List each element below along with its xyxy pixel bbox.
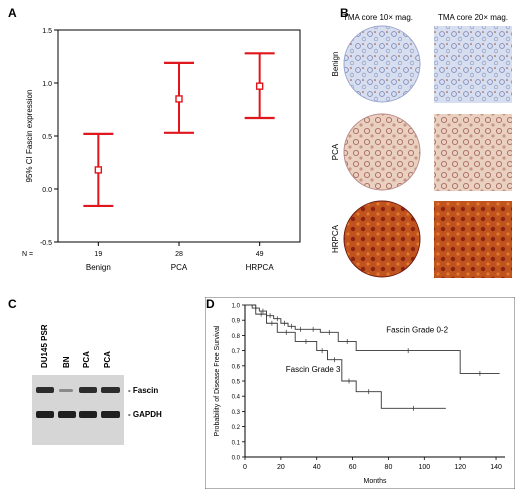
x-tick-label: 0	[243, 464, 247, 471]
panel-d-border	[205, 297, 515, 489]
lane-label-bn: BN	[62, 356, 71, 368]
y-tick-label: 0.2	[232, 425, 241, 431]
micrograph-pca-10x	[343, 113, 421, 191]
series-label-grade-0-2: Fascin Grade 0-2	[386, 325, 448, 334]
micrograph-hrpca-10x	[343, 200, 421, 278]
micrograph-benign-20x	[434, 26, 512, 103]
mean-marker-hrpca	[255, 82, 264, 90]
panel-d-letter: D	[206, 297, 215, 311]
n-value-pca: 28	[175, 251, 183, 258]
fascin-band-bn	[59, 389, 73, 392]
x-tick-label: 100	[418, 464, 430, 471]
panel-b-micrographs: TMA core 10× mag. TMA core 20× mag. Beni…	[331, 13, 512, 278]
col-header-20x: TMA core 20× mag.	[438, 13, 508, 22]
y-axis-label: Probability of Disease Free Survival	[214, 325, 221, 436]
mean-marker-benign	[94, 166, 103, 174]
x-tick-label: 20	[277, 464, 285, 471]
lane-label-pca-1: PCA	[82, 351, 91, 368]
category-label-pca: PCA	[171, 263, 188, 272]
panel-d-survival-chart: 0.0 0.1 0.2 0.3 0.4 0.5 0.6 0.7 0.8 0.9 1.0 0 20 40 60…	[205, 297, 515, 489]
gapdh-band-bn	[58, 411, 76, 418]
band-label-fascin: - Fascin	[128, 386, 158, 395]
x-tick-label: 60	[349, 464, 357, 471]
fascin-band-pca-2	[101, 387, 120, 393]
survival-curve-grade-0-2	[245, 304, 500, 374]
x-tick-label: 120	[454, 464, 466, 471]
y-tick-label: 1.0	[42, 81, 52, 88]
y-tick-label: 0.9	[232, 319, 241, 325]
mean-marker-pca	[175, 95, 183, 103]
panel-a-chart: 1.5 1.0 0.5 0.0 -0.5 95% CI Fascin expression…	[22, 28, 301, 272]
y-tick-label: 0.8	[232, 334, 241, 340]
row-label-pca: PCA	[331, 143, 340, 160]
col-header-10x: TMA core 10× mag.	[343, 13, 413, 22]
x-tick-label: 40	[313, 464, 321, 471]
row-label-benign: Benign	[331, 52, 340, 77]
n-value-benign: 19	[94, 251, 102, 258]
y-tick-label: 1.0	[232, 304, 241, 310]
y-tick-label: -0.5	[40, 240, 52, 247]
y-tick-label: 0.1	[232, 440, 241, 446]
y-axis-label: 95% CI Fascin expression	[25, 90, 34, 183]
y-tick-label: 1.5	[42, 28, 52, 35]
micrograph-pca-20x	[434, 114, 512, 191]
y-tick-label: 0.4	[232, 395, 241, 401]
y-tick-label: 0.5	[42, 134, 52, 141]
x-tick-label: 140	[490, 464, 502, 471]
y-tick-label: 0.7	[232, 349, 241, 355]
y-tick-label: 0.0	[232, 456, 241, 462]
micrograph-benign-10x	[343, 25, 421, 103]
y-tick-label: 0.0	[42, 187, 52, 194]
fascin-band-pca-1	[79, 387, 97, 393]
x-axis-label: Months	[364, 478, 387, 485]
micrograph-hrpca-20x	[434, 201, 512, 278]
gapdh-band-pca-1	[79, 411, 97, 418]
lane-label-pca-2: PCA	[103, 351, 112, 368]
panel-b-letter: B	[340, 6, 349, 20]
category-label-hrpca: HRPCA	[246, 263, 275, 272]
fascin-band-du145	[36, 387, 54, 393]
survival-curve-grade-3	[245, 304, 446, 409]
panel-c-western-blot: DU145 PSR BN PCA PCA - Fascin - GAPDH	[32, 324, 162, 445]
row-label-hrpca: HRPCA	[331, 224, 340, 253]
y-tick-label: 0.3	[232, 410, 241, 416]
series-label-grade-3: Fascin Grade 3	[286, 365, 341, 374]
category-label-benign: Benign	[86, 263, 111, 272]
blot-membrane	[32, 375, 124, 445]
band-label-gapdh: - GAPDH	[128, 410, 162, 419]
n-value-hrpca: 49	[256, 251, 264, 258]
panel-a-letter: A	[8, 6, 17, 20]
gapdh-band-du145	[36, 411, 54, 418]
y-tick-label: 0.6	[232, 364, 241, 370]
gapdh-band-pca-2	[101, 411, 120, 418]
panel-c-letter: C	[8, 297, 17, 311]
n-label: N =	[22, 251, 33, 258]
y-tick-label: 0.5	[232, 380, 241, 386]
x-tick-label: 80	[385, 464, 393, 471]
lane-label-du145: DU145 PSR	[40, 324, 49, 368]
